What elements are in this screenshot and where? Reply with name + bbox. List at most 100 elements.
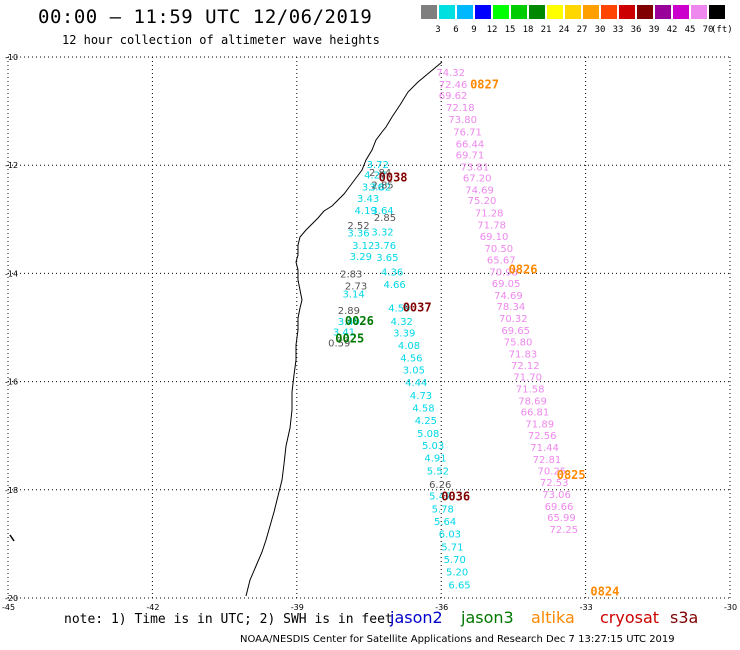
pass-label: 0824 xyxy=(590,584,619,598)
legend-label: 12 xyxy=(486,25,498,35)
legend-swatch xyxy=(457,5,473,19)
wave-height-value: 3.36 xyxy=(347,229,369,240)
legend-swatch xyxy=(601,5,617,19)
wave-height-value: 75.20 xyxy=(468,196,497,207)
pass-label: 0026 xyxy=(345,314,374,328)
legend-label: 36 xyxy=(630,25,642,35)
legend-label: 15 xyxy=(504,25,516,35)
legend-swatch xyxy=(619,5,635,19)
wave-height-value: 2.85 xyxy=(371,180,393,191)
wave-height-value: 66.81 xyxy=(521,408,550,419)
legend-label: 27 xyxy=(576,25,588,35)
wave-height-value: 3.05 xyxy=(403,365,425,376)
legend-label: 9 xyxy=(471,25,477,35)
wave-height-value: 4.36 xyxy=(381,268,403,279)
wave-height-value: 69.62 xyxy=(439,91,468,102)
lat-tick-label: -12 xyxy=(5,161,18,170)
wave-height-value: 70.25 xyxy=(537,467,566,478)
wave-height-value: 70.50 xyxy=(485,244,514,255)
wave-height-value: 2.83 xyxy=(340,270,362,281)
satellite-jason2: jason2 xyxy=(390,608,443,627)
lon-tick-label: -39 xyxy=(291,603,304,612)
wave-height-value: 4.58 xyxy=(412,403,434,414)
wave-height-value: 69.10 xyxy=(480,232,509,243)
legend-swatch xyxy=(439,5,455,19)
satellite-jason3: jason3 xyxy=(461,608,514,627)
wave-height-value: 3.39 xyxy=(393,329,415,340)
wave-height-value: 4.59 xyxy=(388,303,410,314)
wave-height-value: 0.59 xyxy=(328,338,350,349)
lat-tick-label: -18 xyxy=(5,486,18,495)
wave-height-value: 65.67 xyxy=(487,256,516,267)
lon-tick-label: -33 xyxy=(580,603,593,612)
legend-label: 70 xyxy=(702,25,714,35)
legend-unit: (ft) xyxy=(711,25,733,35)
pass-label: 0037 xyxy=(403,300,432,314)
wave-height-value: 3.29 xyxy=(350,252,372,263)
wave-height-value: 5.64 xyxy=(434,517,456,528)
credit-line: NOAA/NESDIS Center for Satellite Applica… xyxy=(240,634,675,645)
wave-height-value: 3.32 xyxy=(371,228,393,239)
satellite-altika: altika xyxy=(531,608,575,627)
wave-height-value: 5.78 xyxy=(432,505,454,516)
legend-label: 24 xyxy=(558,25,570,35)
wave-height-value: 74.69 xyxy=(494,291,523,302)
wave-height-value: 5.71 xyxy=(441,542,463,553)
wave-height-value: 5.70 xyxy=(444,555,466,566)
pass-label: 0036 xyxy=(441,490,470,504)
wave-height-value: 5.20 xyxy=(446,567,468,578)
wave-height-value: 72.18 xyxy=(446,103,475,114)
legend-swatch xyxy=(709,5,725,19)
pass-label: 0827 xyxy=(470,77,499,91)
wave-height-value: 3.41 xyxy=(333,328,355,339)
legend-swatch xyxy=(475,5,491,19)
wave-height-value: 72.53 xyxy=(540,478,569,489)
wave-height-value: 71.28 xyxy=(475,209,504,220)
wave-height-value: 3.65 xyxy=(376,253,398,264)
wave-height-value: 65.99 xyxy=(547,513,576,524)
legend-swatch xyxy=(511,5,527,19)
wave-height-value: 4.25 xyxy=(415,416,437,427)
wave-height-value: 4.73 xyxy=(410,391,432,402)
lat-tick-label: -16 xyxy=(5,378,18,387)
wave-height-value: 3.49 xyxy=(338,317,360,328)
wave-height-value: 71.58 xyxy=(516,384,545,395)
wave-height-value: 5.08 xyxy=(417,429,439,440)
wave-height-value: 73.80 xyxy=(448,115,477,126)
legend-label: 39 xyxy=(648,25,660,35)
legend-swatch xyxy=(547,5,563,19)
wave-height-value: 3.43 xyxy=(357,194,379,205)
wave-height-value: 74.69 xyxy=(465,185,494,196)
legend-swatch xyxy=(583,5,599,19)
wave-height-value: 6.26 xyxy=(429,480,451,491)
wave-height-value: 74.32 xyxy=(436,68,465,79)
wave-height-value: 69.65 xyxy=(501,326,530,337)
wave-height-value: 2.84 xyxy=(369,168,391,179)
wave-height-value: 78.69 xyxy=(518,396,547,407)
legend-label: 42 xyxy=(666,25,678,35)
wave-height-value: 6.65 xyxy=(448,580,470,591)
wave-height-value: 4.32 xyxy=(391,317,413,328)
coastline-fragment xyxy=(9,534,15,542)
page-title: 00:00 – 11:59 UTC 12/06/2019 xyxy=(38,6,373,28)
wave-height-value: 4.91 xyxy=(424,454,446,465)
wave-height-value: 71.70 xyxy=(513,373,542,384)
wave-height-value: 3.76 xyxy=(374,241,396,252)
wave-height-value: 69.05 xyxy=(492,279,521,290)
wave-height-value: 72.46 xyxy=(439,80,468,91)
legend-label: 3 xyxy=(435,25,441,35)
legend-label: 30 xyxy=(594,25,606,35)
wave-height-value: 71.83 xyxy=(509,349,538,360)
wave-height-value: 3.70 xyxy=(362,183,384,194)
wave-height-value: 73.06 xyxy=(542,490,571,501)
satellite-s3a: s3a xyxy=(670,608,699,627)
lat-tick-label: -20 xyxy=(5,594,18,603)
wave-height-value: 4.44 xyxy=(405,378,427,389)
wave-height-value: 72.12 xyxy=(511,361,540,372)
coastline xyxy=(245,61,443,597)
satellite-cryosat: cryosat xyxy=(600,608,660,627)
legend-swatch xyxy=(493,5,509,19)
wave-height-value: 78.34 xyxy=(497,302,526,313)
wave-height-value: 72.81 xyxy=(533,455,562,466)
